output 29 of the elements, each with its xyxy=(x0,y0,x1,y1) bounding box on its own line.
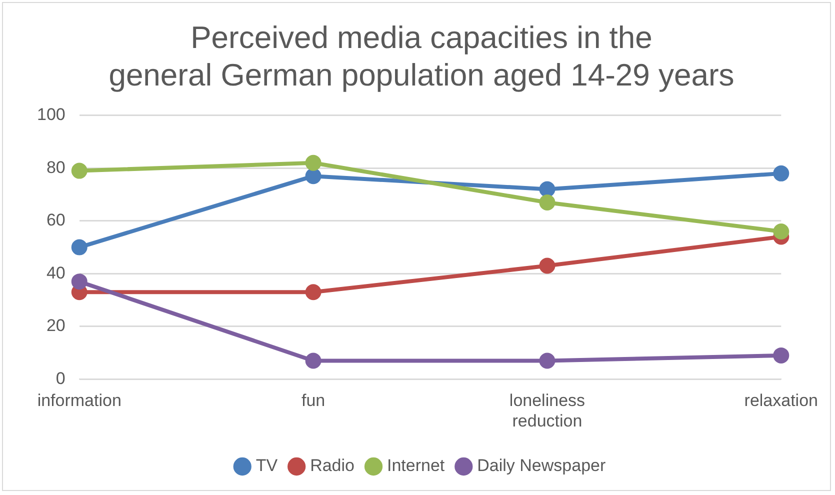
point xyxy=(539,352,556,369)
point xyxy=(305,352,322,369)
y-tick-label: 60 xyxy=(46,210,66,230)
x-tick-label: relaxation xyxy=(744,391,818,410)
x-tick-label: loneliness reduction xyxy=(509,391,586,430)
legend-label: Radio xyxy=(310,456,354,476)
point xyxy=(71,274,88,290)
y-tick-label: 40 xyxy=(46,263,66,282)
point xyxy=(305,284,322,300)
y-tick-label: 100 xyxy=(36,105,66,124)
x-tick-label: information xyxy=(37,391,122,410)
point xyxy=(539,258,556,274)
legend-label: TV xyxy=(256,456,278,476)
point xyxy=(773,165,790,182)
legend-label: Internet xyxy=(387,456,445,476)
legend-label: Daily Newspaper xyxy=(477,456,606,476)
point xyxy=(71,162,88,179)
x-tick-label: fun xyxy=(301,391,326,410)
chart-title: Perceived media capacities in the general German population aged 14-29 years xyxy=(108,20,734,92)
y-tick-label: 80 xyxy=(46,158,66,177)
point xyxy=(773,223,790,240)
point xyxy=(305,154,322,171)
point xyxy=(305,168,322,184)
y-tick-label: 20 xyxy=(46,316,66,336)
point xyxy=(539,194,556,210)
point xyxy=(71,239,88,256)
point xyxy=(773,347,790,364)
y-tick-label: 0 xyxy=(56,368,66,388)
point xyxy=(539,181,556,198)
